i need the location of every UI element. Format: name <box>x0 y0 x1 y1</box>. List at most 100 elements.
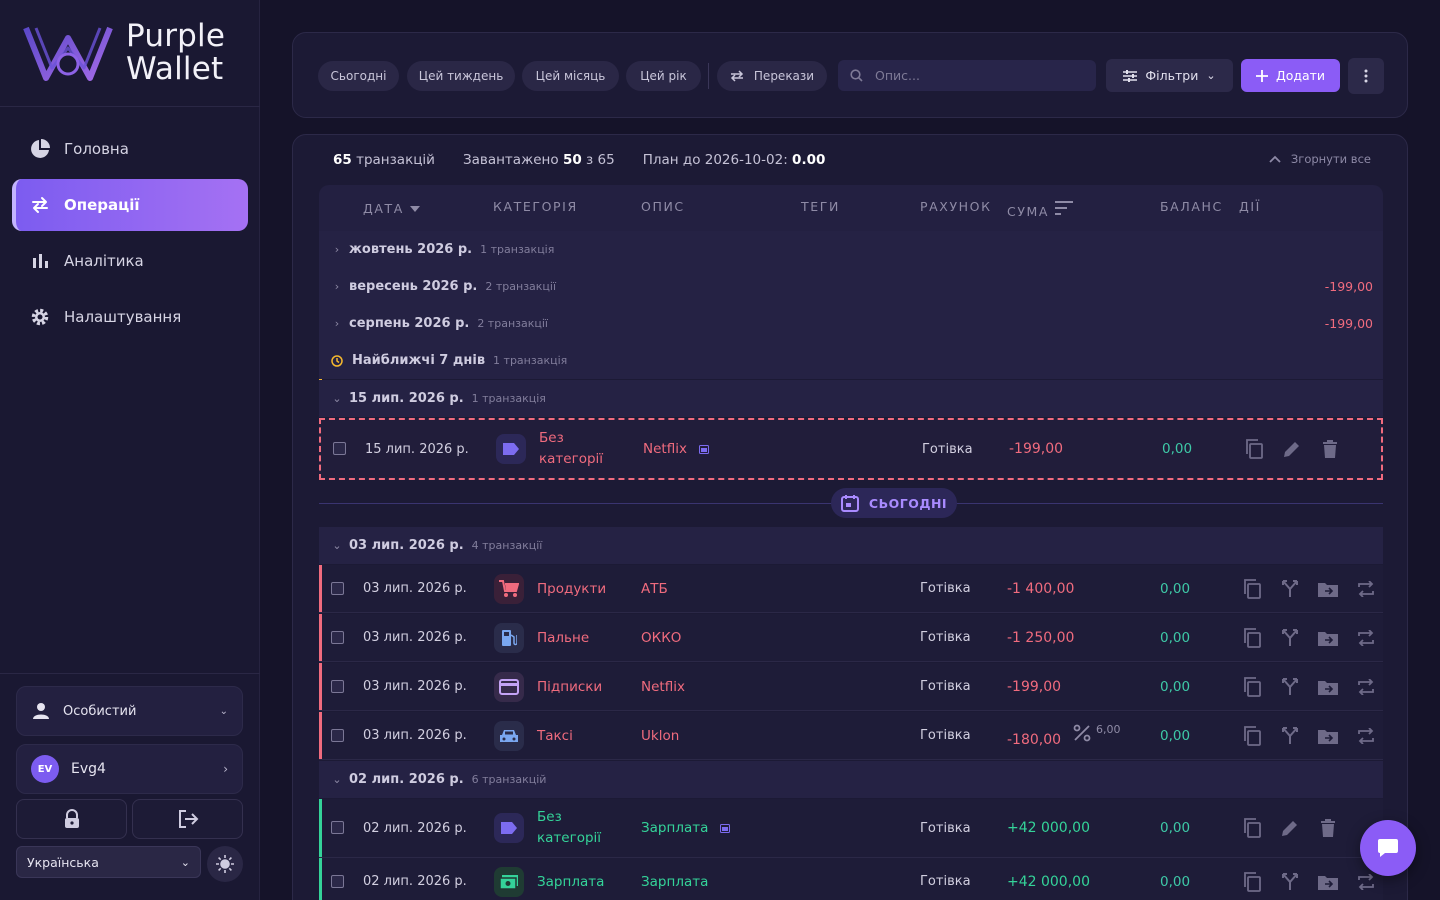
transaction-row[interactable]: 03 лип. 2026 р. Таксі Uklon Готівка -180… <box>319 712 1383 760</box>
chevron-up-icon <box>1269 155 1281 163</box>
more-options-button[interactable] <box>1348 58 1384 94</box>
transaction-row[interactable]: 02 лип. 2026 р. Без категорії Зарплата Г… <box>319 799 1383 858</box>
split-icon[interactable] <box>1279 578 1301 600</box>
nav-item-operations[interactable]: Операції <box>12 179 248 231</box>
language-select[interactable]: Українська ⌄ <box>16 846 201 878</box>
group-row-jul15[interactable]: ⌄ 15 лип. 2026 р. 1 транзакція <box>319 380 1383 417</box>
percent-icon <box>1071 722 1093 744</box>
column-date[interactable]: ДАТА <box>363 201 420 216</box>
repeat-icon[interactable] <box>1355 676 1377 698</box>
tag-icon <box>494 813 524 843</box>
move-folder-icon[interactable] <box>1317 627 1339 649</box>
move-folder-icon[interactable] <box>1317 578 1339 600</box>
column-amount[interactable]: СУМА <box>1007 196 1074 219</box>
sidebar: Purple Wallet Головна Операції Аналітика <box>0 0 260 900</box>
logout-button[interactable] <box>132 799 243 839</box>
tx-description: Зарплата <box>641 873 709 890</box>
tx-date: 03 лип. 2026 р. <box>363 581 467 596</box>
tx-amount: +42 000,00 <box>1007 873 1090 890</box>
nav-item-settings[interactable]: Налаштування <box>12 291 248 343</box>
row-checkbox[interactable] <box>333 442 346 455</box>
group-row-aug[interactable]: › серпень 2026 р. 2 транзакції -199,00 <box>319 305 1383 342</box>
chevron-down-icon: ⌄ <box>332 773 342 786</box>
chat-bubble-icon <box>1377 837 1399 859</box>
chip-this-year[interactable]: Цей рік <box>626 61 701 91</box>
tx-description: Netflix <box>643 420 709 478</box>
repeat-icon[interactable] <box>1355 871 1377 893</box>
add-transaction-button[interactable]: Додати <box>1241 59 1340 92</box>
row-checkbox[interactable] <box>331 631 344 644</box>
move-folder-icon[interactable] <box>1317 871 1339 893</box>
copy-icon[interactable] <box>1241 817 1263 839</box>
taxi-car-icon <box>494 721 524 751</box>
tx-balance: 0,00 <box>1160 820 1191 836</box>
split-icon[interactable] <box>1279 676 1301 698</box>
repeat-icon[interactable] <box>1355 578 1377 600</box>
nav-label: Головна <box>64 140 129 158</box>
split-icon[interactable] <box>1279 627 1301 649</box>
repeat-icon[interactable] <box>1355 627 1377 649</box>
copy-icon[interactable] <box>1241 676 1263 698</box>
app-logo[interactable]: Purple Wallet <box>22 20 225 86</box>
delete-icon[interactable] <box>1319 438 1341 460</box>
copy-icon[interactable] <box>1241 578 1263 600</box>
group-row-jul02[interactable]: ⌄ 02 лип. 2026 р. 6 транзакцій <box>319 761 1383 798</box>
chip-this-week[interactable]: Цей тиждень <box>407 61 515 91</box>
nav-item-home[interactable]: Головна <box>12 123 248 175</box>
transaction-row[interactable]: 02 лип. 2026 р. Зарплата Зарплата Готівк… <box>319 858 1383 900</box>
copy-icon[interactable] <box>1241 627 1263 649</box>
tx-date: 03 лип. 2026 р. <box>363 630 467 645</box>
row-checkbox[interactable] <box>331 875 344 888</box>
row-checkbox[interactable] <box>331 821 344 834</box>
tx-category: Таксі <box>537 727 573 744</box>
row-checkbox[interactable] <box>331 729 344 742</box>
filters-button[interactable]: Фільтри ⌄ <box>1106 59 1233 92</box>
split-icon[interactable] <box>1279 871 1301 893</box>
theme-toggle[interactable] <box>207 846 243 882</box>
group-row-oct[interactable]: › жовтень 2026 р. 1 транзакція <box>319 231 1383 268</box>
group-row-jul03[interactable]: ⌄ 03 лип. 2026 р. 4 транзакції <box>319 527 1383 564</box>
copy-icon[interactable] <box>1241 725 1263 747</box>
planned-transaction-row[interactable]: 15 лип. 2026 р. Без категорії Netflix Го… <box>319 418 1383 480</box>
transaction-row[interactable]: 03 лип. 2026 р. Підписки Netflix Готівка… <box>319 663 1383 711</box>
user-profile-button[interactable]: EV Evg4 › <box>16 744 243 794</box>
nav-label: Операції <box>64 196 140 214</box>
sort-lines-icon <box>1055 200 1074 215</box>
delete-icon[interactable] <box>1317 817 1339 839</box>
clock-icon <box>331 354 343 367</box>
group-row-sep[interactable]: › вересень 2026 р. 2 транзакції -199,00 <box>319 268 1383 305</box>
tx-account: Готівка <box>920 874 971 889</box>
chip-this-month[interactable]: Цей місяць <box>522 61 619 91</box>
copy-icon[interactable] <box>1243 438 1265 460</box>
move-folder-icon[interactable] <box>1317 676 1339 698</box>
repeat-icon[interactable] <box>1355 725 1377 747</box>
row-checkbox[interactable] <box>331 582 344 595</box>
transaction-row[interactable]: 03 лип. 2026 р. Продукти АТБ Готівка -1 … <box>319 565 1383 613</box>
row-checkbox[interactable] <box>331 680 344 693</box>
chat-button[interactable] <box>1360 820 1416 876</box>
filter-toolbar: Сьогодні Цей тиждень Цей місяць Цей рік … <box>292 32 1408 118</box>
nav-item-analytics[interactable]: Аналітика <box>12 235 248 287</box>
lock-button[interactable] <box>16 799 127 839</box>
tx-category: Зарплата <box>537 873 605 890</box>
chevron-down-icon: ⌄ <box>1206 69 1216 82</box>
transfers-button[interactable]: Перекази <box>717 61 827 91</box>
group-total: -199,00 <box>1324 316 1373 331</box>
kebab-menu-icon <box>1364 69 1368 83</box>
expense-bar <box>319 663 322 710</box>
edit-icon[interactable] <box>1279 817 1301 839</box>
move-folder-icon[interactable] <box>1317 725 1339 747</box>
tx-balance: 0,00 <box>1160 629 1191 646</box>
collapse-all-button[interactable]: Згорнути все <box>1269 152 1371 166</box>
tx-description: Зарплата <box>641 799 731 857</box>
search-input[interactable]: Опис... <box>838 60 1096 91</box>
account-switcher[interactable]: Особистий ⌄ <box>16 686 243 736</box>
chip-today[interactable]: Сьогодні <box>318 61 399 91</box>
copy-icon[interactable] <box>1241 871 1263 893</box>
transaction-row[interactable]: 03 лип. 2026 р. Пальне ОККО Готівка -1 2… <box>319 614 1383 662</box>
group-row-next7[interactable]: Найближчі 7 днів 1 транзакція <box>319 342 1383 379</box>
transfers-label: Перекази <box>753 69 815 83</box>
edit-icon[interactable] <box>1281 438 1303 460</box>
plus-icon <box>1255 69 1268 82</box>
split-icon[interactable] <box>1279 725 1301 747</box>
